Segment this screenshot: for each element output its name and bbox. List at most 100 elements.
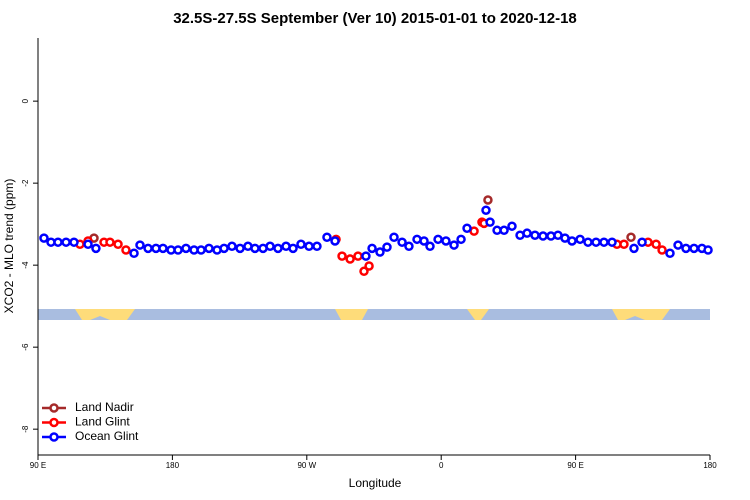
data-point [330,236,340,246]
data-point [583,237,593,247]
x-tick-label: 90 E [567,461,583,470]
data-point [681,243,691,254]
data-point [359,266,369,277]
data-point [129,248,139,259]
y-tick-label: -4 [21,261,30,269]
x-tick-label: 90 E [30,461,46,470]
data-point [364,261,374,271]
data-point [312,241,322,252]
data-point [382,242,392,252]
data-point [322,232,332,243]
data-point [113,239,123,249]
data-point [637,237,647,247]
land-band [75,309,135,320]
data-point [665,248,675,259]
x-tick-label: 90 W [297,461,316,470]
chart-title: 32.5S-27.5S September (Ver 10) 2015-01-0… [173,10,577,27]
data-point [462,223,472,234]
data-point [619,239,629,249]
data-point [567,236,577,246]
data-point [219,243,229,254]
x-tick-label: 180 [166,461,180,470]
data-point [91,243,101,254]
data-point [375,247,385,257]
land-band [335,309,368,320]
data-point [121,245,131,255]
data-point [397,237,407,247]
legend-marker [49,403,59,413]
data-point [507,221,517,231]
legend-marker [49,432,59,442]
data-point [235,243,245,254]
data-point [530,230,540,240]
data-point [296,239,306,249]
data-point [39,233,49,243]
data-point [69,237,79,247]
data-point [599,237,609,247]
data-point [53,237,63,247]
legend-label: Ocean Glint [75,429,139,443]
data-point [61,237,71,247]
data-point [629,243,639,254]
data-point [265,241,275,252]
x-tick-label: 180 [703,461,717,470]
y-axis-label: XCO2 - MLO trend (ppm) [2,179,16,314]
data-point [361,251,371,261]
data-point [345,254,355,264]
data-point [456,234,466,245]
ocean-band [38,309,710,320]
data-point [703,245,713,255]
data-point [425,241,435,252]
data-point [673,240,683,250]
data-point [689,243,699,254]
data-point [404,241,414,252]
y-tick-label: -8 [21,425,30,433]
data-point [575,234,585,245]
data-point [250,243,260,254]
data-point [651,239,661,249]
data-point [607,237,617,247]
data-point [483,195,493,205]
data-point [304,241,314,252]
y-tick-label: 0 [21,98,30,103]
data-point [389,232,399,243]
land-band [612,309,670,320]
data-point [158,243,168,254]
legend-label: Land Nadir [75,400,134,414]
data-point [538,231,548,241]
data-point [433,234,443,245]
data-point [173,245,183,255]
data-point [485,217,495,227]
legend-marker [49,417,59,428]
data-point [204,243,214,254]
data-point [481,205,491,215]
y-tick-label: -6 [21,343,30,351]
legend-label: Land Glint [75,415,130,429]
x-axis-label: Longitude [349,476,402,490]
data-point [83,239,93,249]
data-point [105,237,115,247]
data-point [181,243,191,254]
data-point [273,243,283,254]
data-point [591,237,601,247]
data-point [419,236,429,246]
data-point [337,251,347,261]
data-point [522,228,532,238]
y-tick-label: -2 [21,179,30,187]
data-point [288,243,298,254]
data-point [441,236,451,246]
land-band [467,309,489,320]
land-ocean-strip [38,309,710,320]
data-point [626,232,636,243]
data-point [227,241,237,252]
data-point [657,245,667,255]
data-point [367,243,377,254]
data-point [135,240,145,250]
data-point [143,243,153,254]
data-point [499,225,509,236]
data-point [196,245,206,255]
data-point [449,240,459,250]
data-point [353,251,363,261]
x-tick-label: 0 [439,461,444,470]
